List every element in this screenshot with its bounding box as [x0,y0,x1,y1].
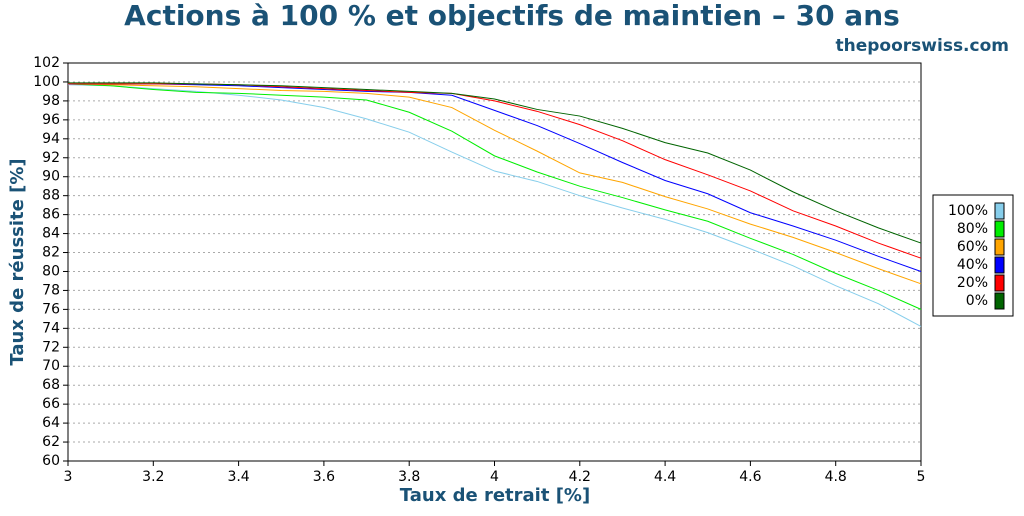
series-line [67,83,922,285]
y-tick-label: 84 [42,226,60,242]
legend-swatch [994,274,1005,292]
legend-swatch [994,202,1005,220]
x-tick-label: 3.8 [398,469,420,485]
y-tick-label: 100 [33,74,60,90]
x-tick-label: 3.2 [142,469,164,485]
x-tick-label: 4 [490,469,499,485]
y-tick-label: 76 [42,301,60,317]
y-tick-label: 102 [33,55,60,71]
chart-subtitle: thepoorswiss.com [836,36,1010,56]
x-tick-label: 4.4 [654,469,676,485]
y-tick-label: 62 [42,434,60,450]
y-tick-label: 72 [42,339,60,355]
y-tick-label: 98 [42,93,60,109]
y-tick-label: 92 [42,150,60,166]
series-line [68,82,922,244]
y-tick-label: 96 [42,112,60,128]
y-tick-label: 88 [42,188,60,204]
series-line [68,83,922,272]
x-tick-label: 5 [917,469,926,485]
series-line [67,83,922,310]
y-tick-label: 74 [42,320,60,336]
x-tick-label: 4.6 [739,469,761,485]
x-tick-label: 3.4 [227,469,249,485]
y-tick-label: 80 [42,263,60,279]
chart-title: Actions à 100 % et objectifs de maintien… [124,0,900,32]
y-axis-label: Taux de réussite [%] [7,158,28,365]
y-tick-label: 70 [42,358,60,374]
y-tick-label: 86 [42,207,60,223]
legend-label: 20% [957,275,988,291]
y-tick-label: 78 [42,282,60,298]
y-tick-label: 68 [42,377,60,393]
x-axis-label: Taux de retrait [%] [400,485,590,506]
x-tick-label: 3 [64,469,73,485]
legend-label: 40% [957,257,988,273]
y-tick-label: 64 [42,415,60,431]
legend-label: 60% [957,239,988,255]
plot-frame [67,62,922,462]
y-tick-label: 60 [42,453,60,469]
legend-swatch [994,238,1005,256]
legend-swatch [994,292,1005,310]
y-tick-label: 66 [42,396,60,412]
y-tick-label: 94 [42,131,60,147]
x-tick-label: 4.8 [825,469,847,485]
y-tick-label: 82 [42,245,60,261]
legend-label: 100% [948,203,988,219]
legend-label: 80% [957,221,988,237]
legend-label: 0% [966,293,988,309]
legend-swatch [994,256,1005,274]
x-tick-label: 4.2 [569,469,591,485]
legend-swatch [994,220,1005,238]
y-tick-label: 90 [42,169,60,185]
x-tick-label: 3.6 [313,469,335,485]
